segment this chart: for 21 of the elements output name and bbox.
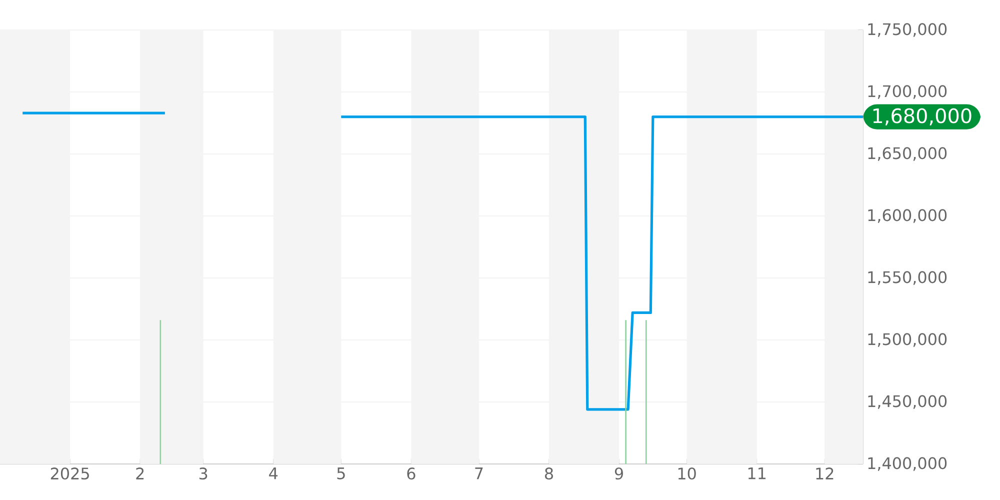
x-tick-label: 12: [816, 468, 834, 480]
x-tick-label: 8: [544, 468, 553, 480]
y-tick-label: 1,650,000: [868, 147, 947, 161]
x-tick-label: 6: [407, 468, 416, 480]
annotation: 1,680,000: [873, 108, 972, 126]
x-tick-label: 10: [678, 468, 696, 480]
x-tick-label: 2025: [50, 468, 89, 480]
y-tick-label: 1,400,000: [868, 457, 947, 471]
y-tick-label: 1,500,000: [868, 333, 947, 347]
x-tick-label: 2: [136, 468, 144, 480]
x-tick-label: 4: [269, 468, 278, 480]
y-tick-label: 1,750,000: [868, 23, 947, 37]
y-tick-label: 1,600,000: [868, 209, 947, 223]
x-tick-label: 7: [475, 468, 483, 480]
y-tick-label: 1,450,000: [868, 395, 947, 409]
x-tick-label: 5: [337, 468, 345, 480]
x-tick-label: 11: [748, 468, 766, 480]
x-tick-label: 9: [614, 468, 623, 480]
x-tick-label: 3: [199, 468, 208, 480]
y-tick-label: 1,550,000: [868, 271, 947, 285]
y-tick-label: 1,700,000: [868, 85, 947, 99]
